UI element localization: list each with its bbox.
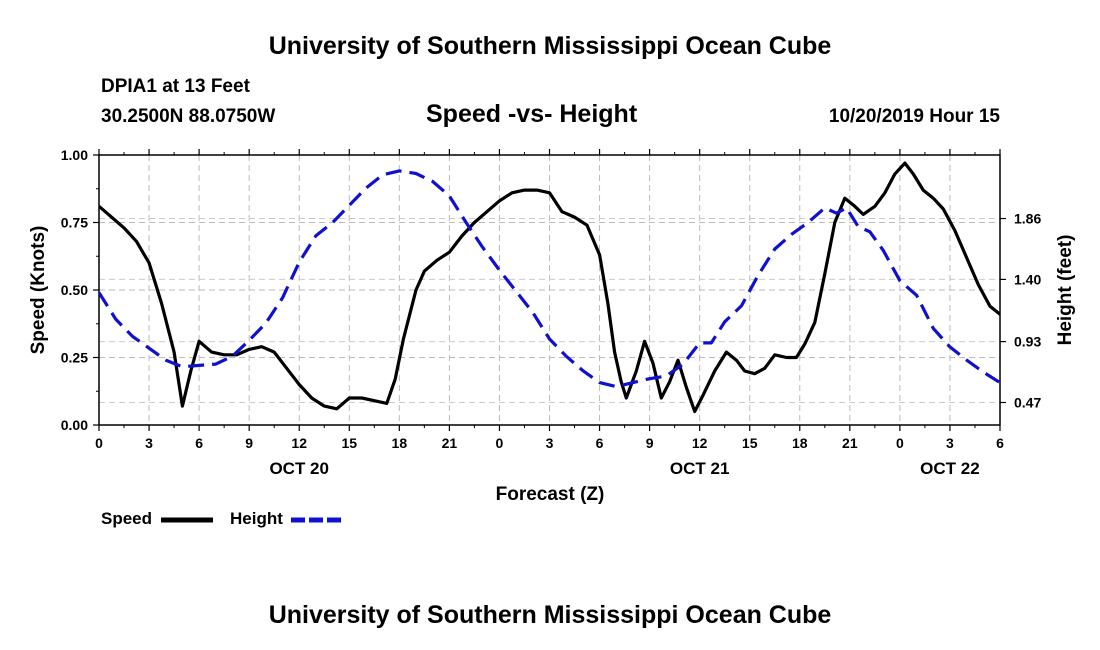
chart-title: Speed -vs- Height	[426, 100, 638, 128]
y-left-tick-label: 0.50	[61, 282, 88, 298]
date-label: OCT 20	[269, 459, 329, 478]
x-tick-label: 0	[496, 435, 504, 451]
x-tick-label: 6	[596, 435, 604, 451]
x-tick-label: 0	[896, 435, 904, 451]
x-tick-label: 9	[646, 435, 654, 451]
x-tick-label: 12	[291, 435, 307, 451]
chart-legend: Speed Height	[101, 509, 343, 528]
y-right-tick-label: 1.86	[1014, 211, 1041, 227]
issued-datetime-label: 10/20/2019 Hour 15	[828, 106, 1000, 127]
x-axis-ticks: 0 3 6 9 12 15 18 21 0 3 6 9 12 15 18 21 0 3 6	[95, 149, 1004, 451]
series-lines	[99, 161, 1000, 414]
y-right-tick-label: 1.40	[1014, 271, 1041, 287]
x-tick-label: 3	[546, 435, 554, 451]
x-tick-label: 21	[842, 435, 858, 451]
x-tick-label: 6	[996, 435, 1004, 451]
page-title-top: University of Southern Mississippi Ocean…	[268, 32, 832, 60]
x-tick-label: 18	[792, 435, 808, 451]
left-axis-ticks: 0.00 0.25 0.50 0.75 1.00	[61, 147, 99, 433]
x-tick-label: 15	[742, 435, 758, 451]
x-tick-label: 3	[946, 435, 954, 451]
x-tick-label: 3	[145, 435, 153, 451]
y-left-tick-label: 1.00	[61, 147, 88, 163]
legend-label-height: Height	[230, 509, 283, 528]
x-tick-label: 0	[95, 435, 103, 451]
legend-label-speed: Speed	[101, 509, 152, 528]
series-line-speed	[99, 161, 1000, 414]
chart-grid	[99, 155, 1000, 425]
y-left-tick-label: 0.00	[61, 417, 88, 433]
y-right-tick-label: 0.93	[1014, 334, 1041, 350]
left-axis-label: Speed (Knots)	[28, 226, 49, 355]
page-title-bottom: University of Southern Mississippi Ocean…	[268, 601, 832, 629]
date-label: OCT 22	[920, 459, 980, 478]
y-left-tick-label: 0.25	[61, 350, 88, 366]
x-tick-label: 21	[442, 435, 458, 451]
x-axis-label: Forecast (Z)	[496, 484, 605, 505]
x-tick-label: 18	[392, 435, 408, 451]
right-axis-label: Height (feet)	[1055, 235, 1076, 346]
y-left-tick-label: 0.75	[61, 215, 88, 231]
y-right-tick-label: 0.47	[1014, 395, 1041, 411]
date-label: OCT 21	[670, 459, 730, 478]
coordinates-label: 30.2500N 88.0750W	[101, 106, 276, 127]
x-tick-label: 9	[245, 435, 253, 451]
x-tick-label: 6	[195, 435, 203, 451]
station-label: DPIA1 at 13 Feet	[101, 76, 250, 97]
x-tick-label: 15	[341, 435, 357, 451]
series-line-height	[99, 169, 1000, 389]
x-tick-label: 12	[692, 435, 708, 451]
date-labels: OCT 20 OCT 21 OCT 22	[269, 459, 979, 478]
right-axis-ticks: 0.47 0.93 1.40 1.86	[1000, 211, 1041, 411]
